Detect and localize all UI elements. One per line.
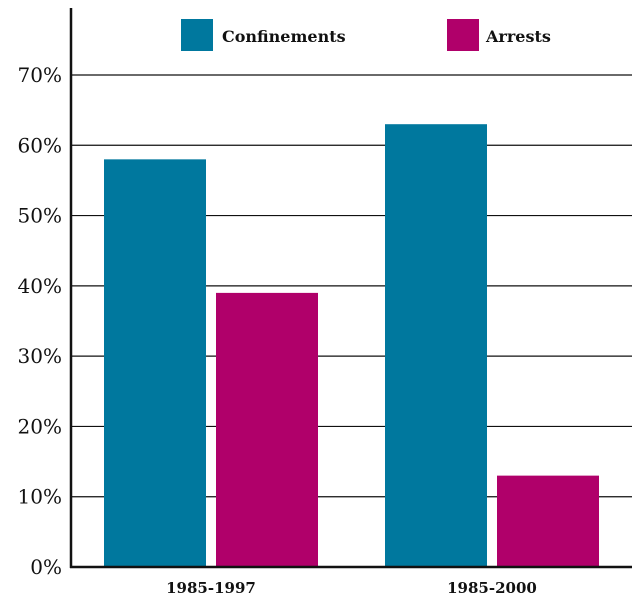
legend-swatch-confinements <box>181 19 213 51</box>
bars <box>104 124 599 568</box>
bar-confinements-1985-2000 <box>385 124 487 567</box>
y-tick-labels: 0% 10% 20% 30% 40% 50% 60% 70% <box>18 63 62 579</box>
y-tick-label: 50% <box>18 204 62 228</box>
y-tick-label: 20% <box>18 414 62 438</box>
x-tick-label: 1985-1997 <box>166 579 256 597</box>
y-tick-label: 0% <box>30 555 62 579</box>
legend-label-arrests: Arrests <box>485 27 551 46</box>
x-tick-labels: 1985-1997 1985-2000 <box>166 579 537 597</box>
bar-arrests-1985-2000 <box>497 475 599 567</box>
y-tick-label: 40% <box>18 274 62 298</box>
x-tick-label: 1985-2000 <box>447 579 537 597</box>
legend-label-confinements: Confinements <box>222 27 346 46</box>
y-tick-label: 70% <box>18 63 62 87</box>
y-tick-label: 30% <box>18 344 62 368</box>
axes <box>69 8 632 569</box>
bar-arrests-1985-1997 <box>216 292 318 567</box>
y-tick-label: 10% <box>18 485 62 509</box>
y-tick-label: 60% <box>18 133 62 157</box>
legend: Confinements Arrests <box>181 19 551 51</box>
legend-swatch-arrests <box>447 19 479 51</box>
bar-confinements-1985-1997 <box>104 159 206 568</box>
